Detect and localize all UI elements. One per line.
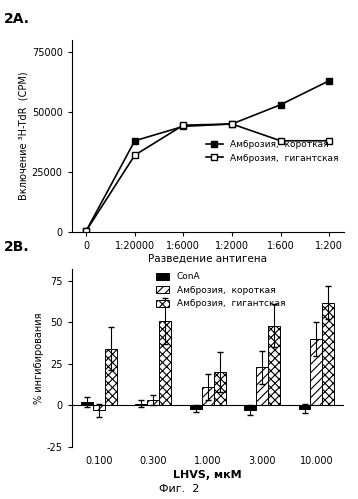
Bar — [147, 400, 159, 405]
Text: Фиг.  2: Фиг. 2 — [159, 484, 199, 494]
Y-axis label: % ингибирования: % ингибирования — [34, 312, 44, 404]
Bar — [214, 372, 226, 405]
Bar — [299, 405, 310, 409]
Амброзия,  короткая — [84, 228, 88, 234]
Legend: ConA, Амброзия,  короткая, Амброзия,  гигантская: ConA, Амброзия, короткая, Амброзия, гига… — [152, 268, 289, 312]
Амброзия,  короткая — [279, 102, 283, 108]
Bar — [323, 302, 334, 405]
X-axis label: LHVS, мкМ: LHVS, мкМ — [173, 470, 242, 480]
Амброзия,  гигантская — [132, 152, 137, 158]
Y-axis label: Включение ³H-TdR  (CPM): Включение ³H-TdR (CPM) — [19, 72, 29, 200]
Legend: Амброзия,  короткая, Амброзия,  гигантская: Амброзия, короткая, Амброзия, гигантская — [203, 137, 342, 166]
Амброзия,  короткая — [181, 123, 185, 129]
Bar — [105, 349, 117, 405]
Bar — [93, 405, 105, 410]
Амброзия,  гигантская — [84, 228, 88, 234]
Амброзия,  гигантская — [181, 122, 185, 128]
Text: 2B.: 2B. — [4, 240, 29, 253]
Bar — [310, 339, 323, 405]
Bar — [81, 402, 93, 405]
Bar — [256, 367, 268, 405]
Амброзия,  короткая — [230, 121, 234, 127]
Line: Амброзия,  гигантская: Амброзия, гигантская — [83, 120, 333, 235]
Bar — [159, 321, 171, 405]
Амброзия,  короткая — [327, 78, 331, 84]
X-axis label: Разведение антигена: Разведение антигена — [148, 254, 267, 264]
Амброзия,  короткая — [132, 138, 137, 144]
Line: Амброзия,  короткая: Амброзия, короткая — [83, 77, 333, 235]
Bar — [190, 405, 202, 409]
Bar — [268, 326, 280, 405]
Амброзия,  гигантская — [327, 138, 331, 144]
Bar — [244, 405, 256, 410]
Bar — [202, 387, 214, 405]
Амброзия,  гигантская — [279, 138, 283, 144]
Bar — [135, 404, 147, 405]
Амброзия,  гигантская — [230, 121, 234, 127]
Text: 2A.: 2A. — [4, 12, 30, 26]
